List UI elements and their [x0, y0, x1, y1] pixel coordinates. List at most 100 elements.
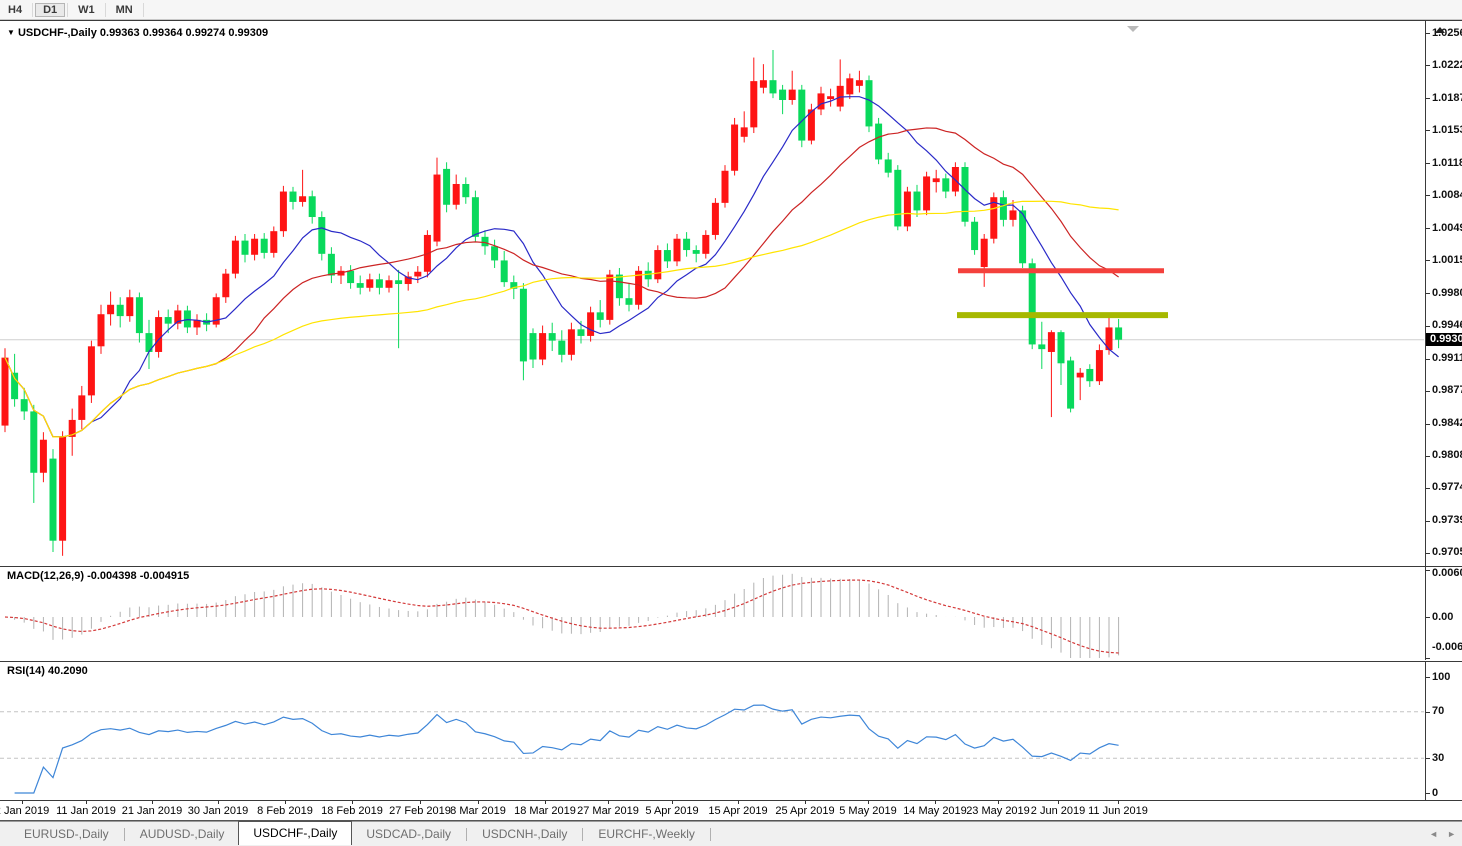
price-tick: [1426, 65, 1430, 67]
date-tick-label: 8 Feb 2019: [257, 805, 313, 817]
macd-axis[interactable]: 0.006058 0.00 -0.006096: [1425, 567, 1462, 660]
price-tick: [1426, 195, 1430, 197]
price-chart-canvas[interactable]: [0, 21, 1425, 566]
date-tick-label: 5 Apr 2019: [645, 805, 699, 817]
timeframe-button-mn[interactable]: MN: [115, 3, 133, 16]
rsi-label: RSI(14) 40.2090: [7, 665, 88, 677]
price-tick-label: 0.98420: [1432, 417, 1462, 430]
macd-tick-label: -0.006096: [1432, 640, 1462, 653]
rsi-tick: [1426, 677, 1430, 678]
macd-name: MACD(12,26,9): [7, 570, 85, 582]
tab-audusd-daily[interactable]: AUDUSD-,Daily: [139, 827, 225, 841]
date-tick: [152, 801, 153, 804]
rsi-tick-label: 100: [1432, 670, 1451, 683]
timeframe-button-d1[interactable]: D1: [35, 2, 66, 17]
rsi-tick: [1426, 793, 1430, 794]
date-tick: [218, 801, 219, 804]
timeframe-toolbar: H4 D1 W1 MN: [0, 0, 1462, 20]
tab-usdcad-daily[interactable]: USDCAD-,Daily: [366, 827, 452, 841]
toolbar-separator: [67, 2, 69, 17]
date-tick: [998, 801, 999, 804]
tab-usdchf-daily[interactable]: USDCHF-,Daily: [238, 820, 353, 845]
price-tick: [1426, 228, 1430, 230]
tab-scroll-right-icon[interactable]: ►: [1447, 829, 1456, 839]
candles-layer: [1, 49, 1123, 556]
date-tick-label: 27 Feb 2019: [389, 805, 451, 817]
macd-signal-line: [4, 579, 1119, 654]
date-tick-label: 11 Jun 2019: [1088, 805, 1148, 817]
price-axis[interactable]: 1.025601.022201.018701.015301.011801.008…: [1425, 21, 1462, 566]
date-tick-label: 2 Jun 2019: [1030, 805, 1086, 817]
price-tick: [1426, 390, 1430, 392]
date-tick-label: 30 Jan 2019: [187, 805, 249, 817]
price-tick: [1426, 163, 1430, 165]
date-tick-label: 15 Apr 2019: [708, 805, 768, 817]
chart-title: ▼ USDCHF-,Daily 0.99363 0.99364 0.99274 …: [7, 27, 268, 39]
macd-tick: [1426, 658, 1430, 659]
panel-separator[interactable]: [0, 566, 1462, 567]
date-tick: [738, 801, 739, 804]
date-tick-label: 23 May 2019: [966, 805, 1030, 817]
macd-tick-label: 0.00: [1432, 610, 1454, 623]
date-tick-label: 8 Mar 2019: [450, 805, 506, 817]
rsi-tick-label: 0: [1432, 786, 1439, 799]
ma-fast-blue: [4, 96, 1119, 438]
date-tick: [545, 801, 546, 804]
toolbar-separator: [142, 2, 144, 17]
date-tick: [1058, 801, 1059, 804]
toolbar-separator: [104, 2, 106, 17]
ma-slow-yellow: [4, 200, 1119, 438]
ma-mid-red: [4, 127, 1119, 438]
tab-scroll-left-icon[interactable]: ◄: [1429, 829, 1438, 839]
macd-canvas[interactable]: [0, 567, 1425, 660]
chart-dropdown-icon[interactable]: ▼: [7, 28, 15, 37]
chart-tab-bar: EURUSD-,Daily AUDUSD-,Daily USDCHF-,Dail…: [0, 820, 1462, 846]
toolbar-separator: [32, 2, 34, 17]
price-tick: [1426, 487, 1430, 489]
timeframe-button-w1[interactable]: W1: [78, 3, 95, 16]
price-chart-panel[interactable]: [0, 21, 1425, 566]
date-tick: [608, 801, 609, 804]
rsi-tick-label: 70: [1432, 705, 1445, 718]
panel-border: [0, 20, 1462, 21]
macd-tick: [1426, 570, 1430, 571]
date-tick-label: 25 Apr 2019: [775, 805, 835, 817]
price-tick-label: 1.01530: [1432, 123, 1462, 136]
rsi-tick-label: 30: [1432, 751, 1445, 764]
price-tick: [1426, 293, 1430, 295]
tab-separator: [582, 827, 584, 841]
panel-separator[interactable]: [0, 661, 1462, 662]
rsi-axis[interactable]: 100 70 30 0: [1425, 662, 1462, 800]
rsi-line: [14, 704, 1119, 794]
chart-shift-marker-icon[interactable]: [1127, 26, 1139, 32]
price-tick-label: 1.02220: [1432, 58, 1462, 71]
date-tick: [285, 801, 286, 804]
rsi-value: 40.2090: [47, 665, 88, 677]
date-tick-label: 5 May 2019: [839, 805, 897, 817]
date-axis[interactable]: 2 Jan 2019 11 Jan 2019 21 Jan 2019 30 Jan 2…: [0, 801, 1425, 820]
rsi-panel[interactable]: [0, 662, 1425, 800]
price-tick-label: 0.99460: [1432, 319, 1462, 332]
price-tick-label: 1.01870: [1432, 91, 1462, 104]
price-axis-marker-icon: [1435, 27, 1445, 33]
date-tick: [672, 801, 673, 804]
price-tick: [1426, 358, 1430, 360]
rsi-canvas[interactable]: [0, 662, 1425, 800]
price-tick-label: 0.97390: [1432, 514, 1462, 527]
price-tick: [1426, 552, 1430, 554]
price-tick: [1426, 260, 1430, 262]
macd-tick-label: 0.006058: [1432, 566, 1462, 579]
tab-eurchf-weekly[interactable]: EURCHF-,Weekly: [598, 827, 695, 841]
date-tick: [805, 801, 806, 804]
price-tick: [1426, 98, 1430, 100]
timeframe-button-h4[interactable]: H4: [8, 3, 23, 16]
tab-eurusd-daily[interactable]: EURUSD-,Daily: [24, 827, 109, 841]
price-tick-label: 0.99800: [1432, 286, 1462, 299]
tab-usdcnh-daily[interactable]: USDCNH-,Daily: [482, 827, 568, 841]
window-bottom-border: [0, 820, 1462, 821]
date-tick-label: 21 Jan 2019: [121, 805, 183, 817]
date-tick: [868, 801, 869, 804]
macd-panel[interactable]: [0, 567, 1425, 660]
